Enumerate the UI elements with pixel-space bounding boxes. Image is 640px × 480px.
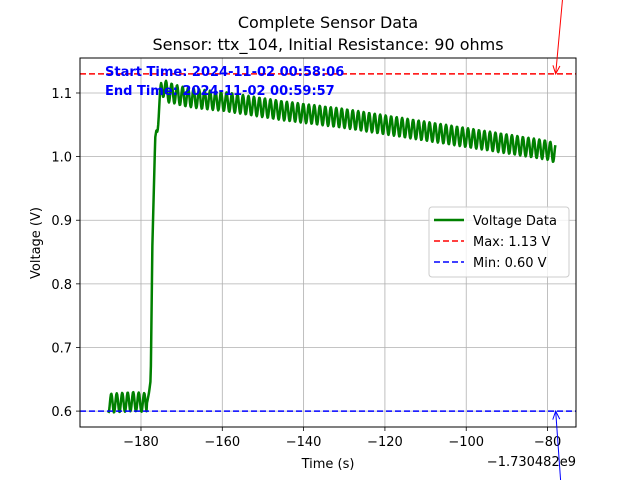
legend-label-voltage: Voltage Data — [473, 214, 557, 229]
start-time-annotation: Start Time: 2024-11-02 00:58:06 — [105, 65, 344, 80]
x-offset-label: −1.730482e9 — [487, 455, 576, 470]
series-layer — [80, 73, 576, 414]
max-arrow-head — [552, 65, 561, 76]
x-axis-label: Time (s) — [301, 457, 355, 472]
y-tick-label: 1.1 — [51, 87, 72, 102]
y-tick-label: 1.0 — [51, 151, 72, 166]
y-tick-label: 0.6 — [51, 405, 72, 420]
min-arrow — [555, 411, 562, 480]
annotation-arrows — [552, 0, 563, 480]
min-arrow-head — [552, 409, 561, 420]
y-tick-label: 0.8 — [51, 278, 72, 293]
y-tick-label: 0.7 — [51, 341, 72, 356]
legend-frame — [428, 206, 570, 278]
x-tick-label: −100 — [448, 435, 484, 450]
max-arrow — [555, 0, 563, 74]
x-tick-label: −160 — [204, 435, 240, 450]
legend-label-max: Max: 1.13 V — [473, 235, 550, 250]
voltage-data-line — [107, 79, 557, 414]
plot-frame — [79, 57, 577, 428]
end-time-annotation: End Time: 2024-11-02 00:59:57 — [105, 84, 335, 99]
x-tick-label: −120 — [367, 435, 403, 450]
chart-title: Complete Sensor Data — [238, 13, 418, 32]
legend: Voltage Data Max: 1.13 V Min: 0.60 V — [428, 206, 570, 278]
y-axis-label: Voltage (V) — [29, 207, 44, 279]
x-tick-label: −80 — [534, 435, 561, 450]
x-tick-label: −180 — [123, 435, 159, 450]
x-tick-label: −140 — [286, 435, 322, 450]
axis-ticks: −180 −160 −140 −120 −100 −80 0.6 0.7 0.8 0.9 1.0 1.… — [51, 87, 561, 450]
y-tick-label: 0.9 — [51, 214, 72, 229]
chart-subtitle: Sensor: ttx_104, Initial Resistance: 90 … — [152, 35, 503, 55]
legend-label-min: Min: 0.60 V — [473, 256, 547, 271]
